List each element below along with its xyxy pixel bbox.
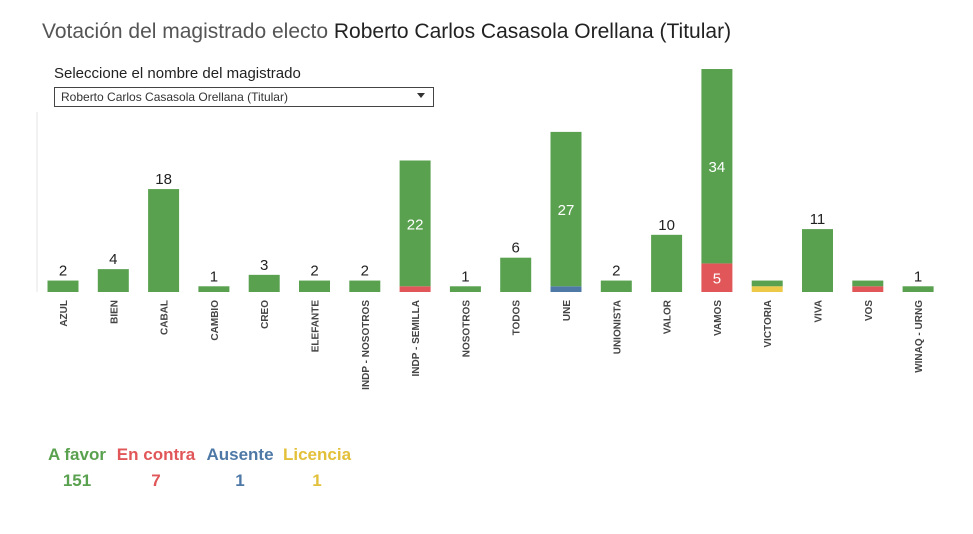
x-tick-label: UNIONISTA	[612, 300, 623, 354]
title-prefix: Votación del magistrado electo	[42, 20, 329, 43]
x-tick-label: CAMBIO	[210, 300, 221, 341]
selector-label: Seleccione el nombre del magistrado	[54, 65, 301, 82]
x-tick-label: CABAL	[160, 300, 171, 335]
bar-nosotros-a-favor	[449, 286, 481, 292]
bar-vamos-en-contra	[701, 263, 733, 292]
x-tick-label: CREO	[260, 300, 271, 329]
bar-todos-a-favor	[500, 257, 532, 292]
data-label: 27	[558, 202, 575, 219]
bar-bien-a-favor	[97, 269, 129, 292]
bar-vos-a-favor	[852, 280, 884, 287]
x-tick-label: VALOR	[663, 299, 674, 334]
x-tick-label: BIEN	[109, 300, 120, 324]
x-tick-label: TODOS	[512, 300, 523, 336]
data-label: 2	[310, 263, 318, 280]
data-label: 6	[512, 240, 520, 257]
legend-value: 151	[62, 471, 92, 490]
legend-ausente: Ausente 1	[204, 445, 276, 491]
page-title: Votación del magistrado electo Roberto C…	[42, 20, 731, 44]
legend-label: Ausente	[206, 445, 274, 464]
bar-victoria-a-favor	[751, 280, 783, 287]
data-label: 2	[361, 263, 369, 280]
x-tick-label: VOS	[864, 300, 875, 321]
legend-licencia: Licencia 1	[283, 445, 351, 491]
x-tick-label: UNE	[562, 300, 573, 321]
bar-cambio-a-favor	[198, 286, 230, 292]
x-tick-label: VAMOS	[713, 300, 724, 336]
data-label: 5	[713, 271, 721, 288]
data-label: 2	[612, 263, 620, 280]
bar-cabal-a-favor	[148, 189, 180, 292]
bar-winaq-urng-a-favor	[902, 286, 934, 292]
data-label: 18	[155, 171, 172, 188]
legend-value: 1	[312, 471, 322, 490]
bar-viva-a-favor	[802, 229, 833, 292]
bar-indp-nosotros-a-favor	[349, 280, 381, 292]
bar-vamos-a-favor	[701, 69, 733, 264]
bar-creo-a-favor	[248, 274, 280, 292]
data-label: 11	[810, 211, 826, 228]
bar-elefante-a-favor	[299, 280, 330, 292]
x-tick-label: NOSOTROS	[461, 300, 472, 358]
bar-valor-a-favor	[651, 234, 683, 292]
bar-une-a-favor	[550, 131, 582, 287]
bar-azul-a-favor	[47, 280, 79, 292]
data-label: 3	[260, 257, 268, 274]
data-label: 22	[407, 216, 424, 233]
x-tick-label: INDP - NOSOTROS	[361, 300, 372, 390]
x-tick-label: INDP - SEMILLA	[411, 300, 422, 376]
legend-label: En contra	[116, 445, 196, 464]
legend-label: A favor	[48, 445, 106, 464]
magistrate-dropdown[interactable]: Roberto Carlos Casasola Orellana (Titula…	[54, 87, 434, 107]
legend-label: Licencia	[283, 445, 352, 464]
legend-value: 7	[151, 471, 161, 490]
data-label: 1	[461, 268, 469, 285]
data-label: 1	[210, 268, 218, 285]
bar-vos-en-contra	[852, 286, 884, 292]
bar-unionista-a-favor	[600, 280, 632, 292]
bar-victoria-licencia	[751, 286, 783, 292]
data-label: 4	[109, 251, 117, 268]
bar-une-ausente	[550, 286, 582, 292]
data-label: 10	[658, 217, 675, 234]
data-label: 2	[59, 263, 67, 280]
x-tick-label: VIVA	[814, 300, 825, 323]
legend-a-favor: A favor 151	[46, 445, 108, 491]
x-tick-label: AZUL	[59, 300, 70, 327]
bar-indp-semilla-a-favor	[399, 160, 431, 287]
legend-en-contra: En contra 7	[116, 445, 196, 491]
data-label: 1	[914, 268, 922, 285]
caret-down-icon[interactable]	[417, 93, 425, 98]
title-magistrate-name: Roberto Carlos Casasola Orellana (Titula…	[333, 20, 732, 43]
legend-value: 1	[235, 471, 245, 490]
data-label: 34	[709, 159, 726, 176]
dropdown-value: Roberto Carlos Casasola Orellana (Titula…	[61, 90, 288, 104]
x-tick-label: WINAQ - URNG	[914, 300, 925, 373]
x-tick-label: ELEFANTE	[311, 300, 322, 353]
bar-indp-semilla-en-contra	[399, 286, 431, 292]
x-tick-label: VICTORIA	[763, 300, 774, 348]
